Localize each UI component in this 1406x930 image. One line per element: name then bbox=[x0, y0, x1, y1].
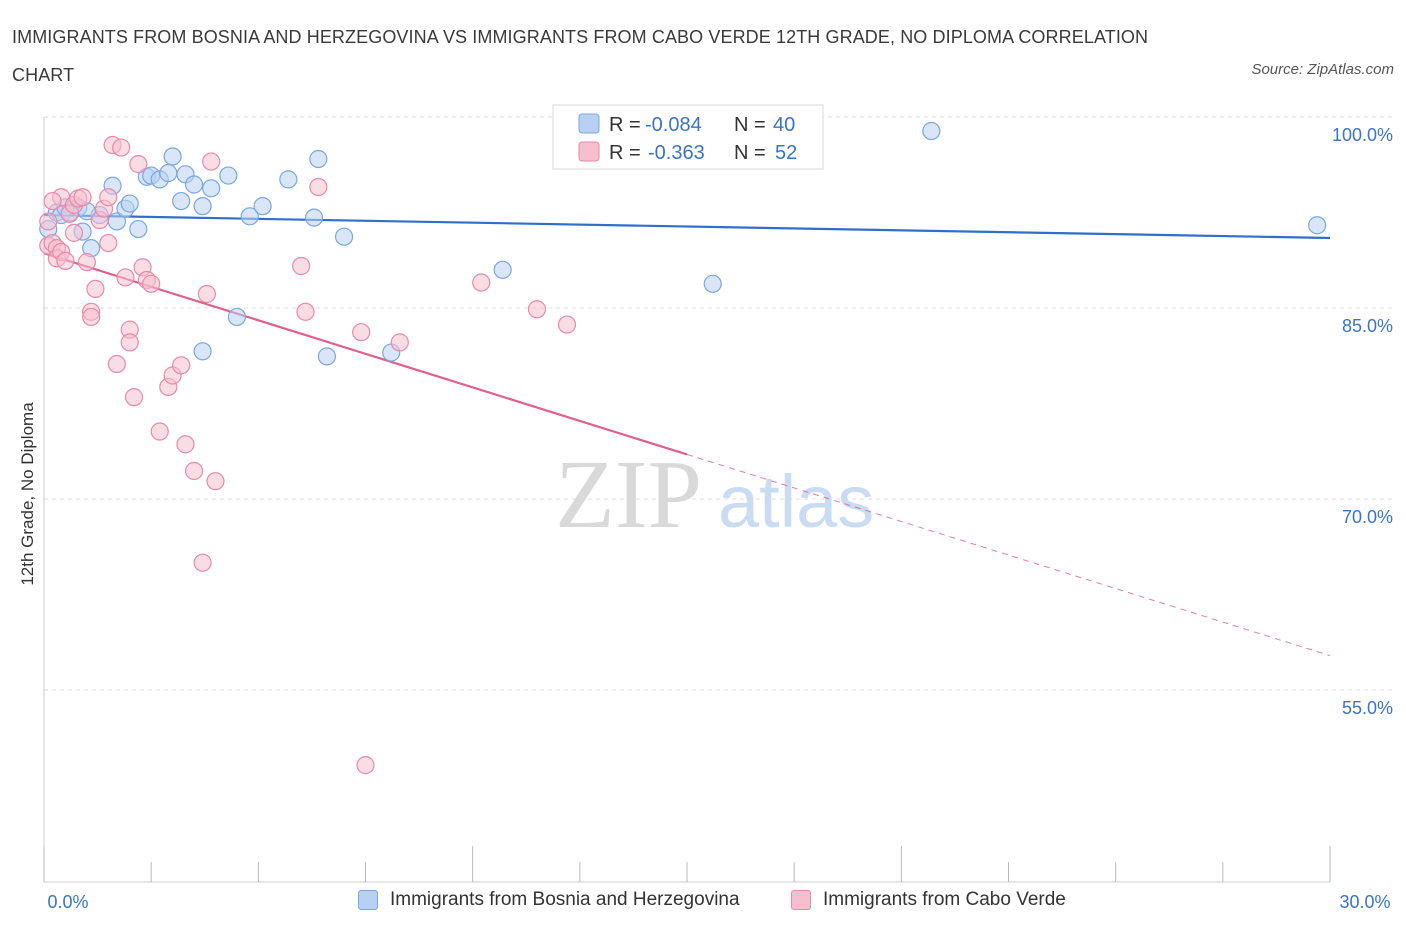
data-point-series-1 bbox=[43, 191, 62, 211]
legend-n-label-caboverde: N = bbox=[734, 142, 766, 164]
data-point-series-1 bbox=[112, 138, 131, 157]
bottom-legend: Immigrants from Bosnia and Herzegovina I… bbox=[0, 889, 1406, 917]
x-tick-label-max: 30.0% bbox=[1339, 892, 1390, 912]
data-point-series-1 bbox=[82, 307, 101, 327]
data-point-series-1 bbox=[206, 472, 225, 491]
data-point-series-0 bbox=[304, 208, 324, 227]
data-point-series-0 bbox=[120, 194, 139, 213]
source-label: Source: ZipAtlas.com bbox=[1251, 61, 1394, 78]
top-legend: R = -0.084 N = 40 R = -0.363 N = 52 bbox=[552, 104, 824, 170]
data-point-series-1 bbox=[176, 435, 195, 454]
legend-r-value-caboverde: -0.363 bbox=[648, 142, 705, 164]
data-point-series-1 bbox=[292, 256, 311, 276]
data-point-series-1 bbox=[193, 553, 212, 572]
data-point-series-1 bbox=[99, 233, 118, 253]
data-point-series-0 bbox=[163, 147, 182, 166]
tick-labels: 100.0% 85.0% 70.0% 55.0% 0.0% 30.0% bbox=[47, 125, 1393, 912]
data-point-series-0 bbox=[172, 191, 191, 211]
legend-r-value-bosnia: -0.084 bbox=[645, 114, 702, 136]
data-point-series-1 bbox=[77, 253, 96, 272]
data-point-series-0 bbox=[703, 274, 722, 293]
trend-line-0 bbox=[43, 213, 1331, 240]
data-point-series-0 bbox=[309, 149, 328, 169]
data-point-series-1 bbox=[527, 300, 547, 319]
x-tick-label-min: 0.0% bbox=[47, 892, 88, 912]
data-point-series-1 bbox=[116, 268, 135, 287]
data-point-series-1 bbox=[39, 212, 58, 231]
data-point-series-0 bbox=[193, 197, 212, 216]
data-point-series-1 bbox=[202, 152, 221, 171]
data-point-series-1 bbox=[142, 274, 161, 293]
data-point-series-0 bbox=[184, 175, 204, 194]
data-point-series-1 bbox=[352, 323, 371, 342]
data-point-series-0 bbox=[227, 307, 246, 327]
data-point-series-0 bbox=[129, 219, 148, 239]
data-point-series-0 bbox=[253, 197, 272, 216]
data-point-series-0 bbox=[334, 227, 354, 246]
watermark-zip: ZIP bbox=[555, 441, 702, 549]
y-axis-label: 12th Grade, No Diploma bbox=[18, 402, 37, 586]
data-point-series-0 bbox=[317, 347, 337, 366]
y-tick-label: 100.0% bbox=[1332, 125, 1393, 145]
data-point-series-0 bbox=[240, 207, 259, 226]
data-point-series-1 bbox=[64, 223, 84, 242]
data-point-series-1 bbox=[172, 356, 191, 375]
legend-swatch-bosnia-bottom bbox=[358, 890, 378, 910]
grid-lines bbox=[44, 116, 1393, 691]
legend-r-label-caboverde: R = bbox=[609, 142, 641, 164]
data-point-series-0 bbox=[193, 342, 212, 361]
data-points bbox=[39, 121, 1327, 775]
data-point-series-0 bbox=[219, 166, 238, 185]
legend-item-caboverde: Immigrants from Cabo Verde bbox=[791, 889, 1066, 911]
data-point-series-1 bbox=[296, 302, 315, 321]
data-point-series-0 bbox=[159, 163, 178, 183]
data-point-series-1 bbox=[557, 315, 577, 334]
legend-label-bosnia: Immigrants from Bosnia and Herzegovina bbox=[390, 889, 740, 910]
y-tick-label: 70.0% bbox=[1342, 507, 1393, 527]
watermark-atlas: atlas bbox=[718, 460, 874, 543]
data-point-series-1 bbox=[73, 188, 92, 207]
data-point-series-1 bbox=[309, 177, 328, 197]
legend-swatch-caboverde bbox=[578, 141, 600, 162]
legend-n-value-bosnia: 40 bbox=[773, 114, 795, 136]
data-point-series-1 bbox=[197, 284, 216, 304]
trend-line-extension-1 bbox=[686, 453, 1331, 657]
data-point-series-1 bbox=[107, 354, 126, 374]
data-point-series-0 bbox=[493, 260, 512, 279]
data-point-series-0 bbox=[922, 121, 941, 141]
legend-n-value-caboverde: 52 bbox=[775, 142, 797, 164]
data-point-series-1 bbox=[184, 461, 204, 481]
legend-swatch-caboverde-bottom bbox=[791, 890, 811, 910]
data-point-series-1 bbox=[150, 422, 169, 441]
data-point-series-1 bbox=[356, 756, 375, 775]
trend-lines bbox=[43, 213, 1331, 657]
data-point-series-1 bbox=[120, 333, 139, 352]
data-point-series-1 bbox=[56, 251, 75, 270]
watermark: ZIP atlas bbox=[555, 441, 874, 549]
legend-label-caboverde: Immigrants from Cabo Verde bbox=[823, 889, 1066, 910]
data-point-series-1 bbox=[99, 188, 118, 207]
y-tick-label: 55.0% bbox=[1342, 698, 1393, 718]
legend-swatch-bosnia bbox=[578, 113, 600, 134]
data-point-series-0 bbox=[1308, 216, 1327, 235]
data-point-series-1 bbox=[86, 279, 105, 298]
chart-title: IMMIGRANTS FROM BOSNIA AND HERZEGOVINA V… bbox=[12, 27, 1149, 85]
data-point-series-0 bbox=[279, 170, 298, 189]
legend-n-label-bosnia: N = bbox=[734, 114, 766, 136]
data-point-series-1 bbox=[124, 388, 144, 407]
data-point-series-1 bbox=[129, 155, 148, 174]
data-point-series-0 bbox=[202, 179, 221, 198]
data-point-series-1 bbox=[390, 333, 409, 352]
data-point-series-1 bbox=[472, 273, 491, 292]
legend-r-label-bosnia: R = bbox=[609, 114, 641, 136]
legend-item-bosnia: Immigrants from Bosnia and Herzegovina bbox=[358, 889, 740, 911]
y-tick-label: 85.0% bbox=[1342, 316, 1393, 336]
